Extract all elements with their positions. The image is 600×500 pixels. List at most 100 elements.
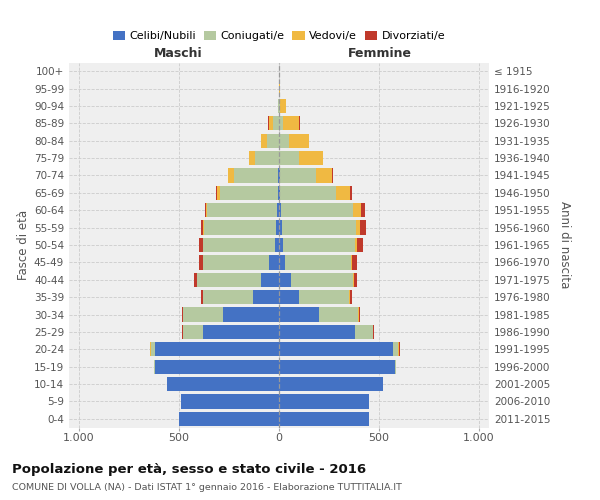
Bar [279,134,289,148]
Bar [353,203,361,218]
Bar [167,377,279,391]
Bar [201,220,203,234]
Bar [183,308,223,322]
Bar [279,238,283,252]
Bar [261,134,267,148]
Bar [278,99,279,113]
Bar [393,342,398,356]
Bar [279,290,299,304]
Bar [399,342,400,356]
Bar [279,412,369,426]
Bar [278,168,279,182]
Bar [291,272,353,287]
Bar [278,186,279,200]
Bar [268,116,269,130]
Bar [359,308,360,322]
Bar [199,238,203,252]
Bar [203,256,269,270]
Bar [203,290,253,304]
Y-axis label: Anni di nascita: Anni di nascita [557,202,571,288]
Bar [151,342,155,356]
Bar [336,186,350,200]
Bar [357,238,363,252]
Bar [275,238,279,252]
Bar [350,290,352,304]
Bar [279,99,280,113]
Bar [355,238,357,252]
Bar [279,151,299,165]
Bar [360,220,366,234]
Bar [316,168,332,182]
Bar [255,151,279,165]
Bar [279,308,319,322]
Bar [279,394,369,408]
Bar [280,186,336,200]
Bar [285,256,351,270]
Bar [155,342,279,356]
Bar [220,186,278,200]
Bar [205,203,206,218]
Bar [398,342,399,356]
Bar [223,308,279,322]
Bar [289,134,309,148]
Bar [283,238,355,252]
Bar [269,116,273,130]
Bar [279,377,383,391]
Text: COMUNE DI VOLLA (NA) - Dati ISTAT 1° gennaio 2016 - Elaborazione TUTTITALIA.IT: COMUNE DI VOLLA (NA) - Dati ISTAT 1° gen… [12,483,402,492]
Bar [352,256,357,270]
Bar [355,325,373,339]
Bar [280,168,316,182]
Bar [203,325,279,339]
Bar [182,308,183,322]
Bar [361,203,365,218]
Bar [279,168,280,182]
Bar [279,186,280,200]
Bar [279,342,393,356]
Bar [279,203,281,218]
Bar [253,290,279,304]
Bar [217,186,220,200]
Bar [277,203,279,218]
Bar [279,116,283,130]
Bar [203,220,204,234]
Bar [201,290,203,304]
Bar [279,256,285,270]
Bar [356,220,360,234]
Bar [179,412,279,426]
Bar [194,272,197,287]
Bar [279,82,280,96]
Bar [203,238,275,252]
Bar [332,168,333,182]
Bar [299,290,349,304]
Y-axis label: Fasce di età: Fasce di età [17,210,30,280]
Bar [228,168,234,182]
Bar [299,151,323,165]
Bar [281,203,353,218]
Bar [216,186,217,200]
Bar [267,134,279,148]
Bar [279,220,282,234]
Bar [358,308,359,322]
Text: Popolazione per età, sesso e stato civile - 2016: Popolazione per età, sesso e stato civil… [12,462,366,475]
Bar [351,256,352,270]
Bar [154,360,155,374]
Bar [350,186,352,200]
Bar [183,325,203,339]
Bar [155,360,279,374]
Bar [150,342,151,356]
Legend: Celibi/Nubili, Coniugati/e, Vedovi/e, Divorziati/e: Celibi/Nubili, Coniugati/e, Vedovi/e, Di… [109,26,449,46]
Bar [199,256,203,270]
Bar [234,168,278,182]
Bar [354,272,357,287]
Bar [319,308,358,322]
Text: Maschi: Maschi [154,47,203,60]
Bar [283,116,299,130]
Bar [276,220,279,234]
Bar [282,220,356,234]
Bar [280,99,286,113]
Bar [181,394,279,408]
Bar [273,116,279,130]
Bar [353,272,354,287]
Bar [299,116,300,130]
Bar [279,360,395,374]
